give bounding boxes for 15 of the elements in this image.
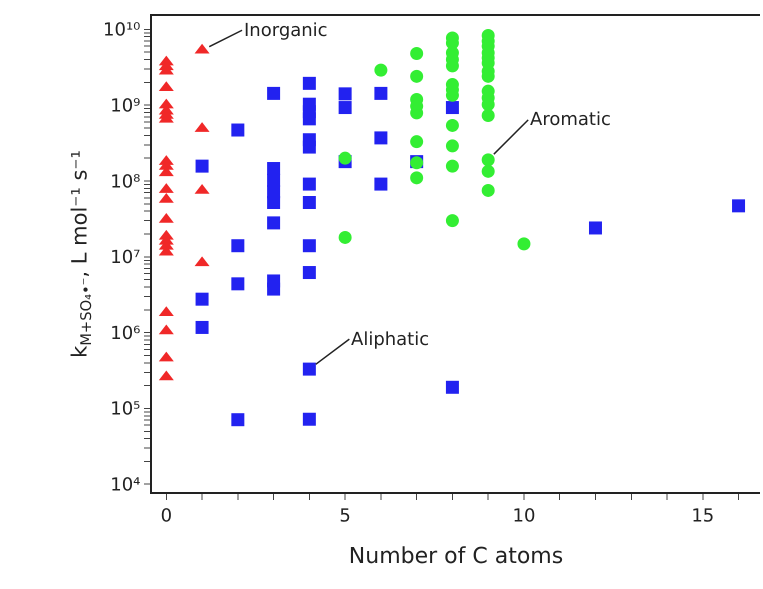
- x-axis-title: Number of C atoms: [348, 544, 564, 569]
- x-tick-label: 0: [160, 506, 172, 527]
- y-tick-label: 10⁴: [110, 474, 140, 496]
- y-tick-label: 10⁹: [110, 95, 140, 116]
- annotation: Inorganic: [244, 20, 328, 41]
- y-tick-label: 10¹⁰: [103, 20, 140, 41]
- annotation: Aromatic: [530, 109, 611, 130]
- y-tick-label: 10⁷: [110, 247, 140, 268]
- x-tick-label: 10: [512, 506, 536, 527]
- annotation: Aliphatic: [351, 329, 430, 350]
- y-tick-label: 10⁸: [110, 171, 140, 192]
- x-tick-label: 5: [339, 506, 351, 527]
- y-tick-label: 10⁶: [110, 322, 140, 344]
- x-tick-label: 15: [691, 506, 714, 527]
- y-tick-label: 10⁵: [110, 398, 140, 420]
